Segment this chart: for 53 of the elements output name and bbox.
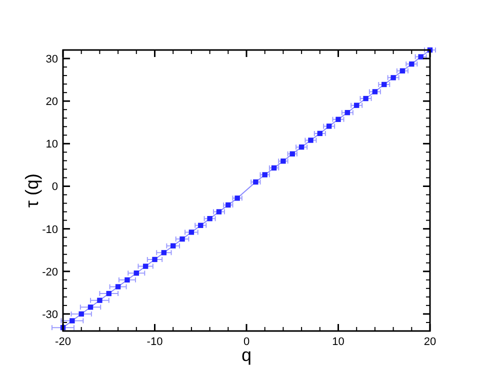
- point: [170, 243, 176, 248]
- point: [382, 82, 387, 88]
- y-tick-label: -20: [42, 266, 58, 278]
- point: [198, 222, 204, 228]
- point: [363, 96, 368, 102]
- y-axis-title: τ (q): [22, 173, 42, 208]
- point: [207, 216, 212, 222]
- y-tick-label: 0: [52, 181, 58, 194]
- x-tick-label: 20: [424, 336, 436, 348]
- point: [180, 236, 185, 242]
- point: [161, 250, 167, 256]
- point: [124, 277, 130, 283]
- y-tick-label: 30: [46, 54, 58, 66]
- point: [226, 202, 231, 208]
- point: [88, 304, 94, 310]
- point: [106, 290, 112, 296]
- x-tick-label: 0: [243, 336, 250, 348]
- point: [152, 256, 158, 262]
- point: [308, 138, 314, 143]
- y-tick-label: -10: [42, 224, 58, 236]
- x-axis-title: q: [241, 345, 252, 365]
- x-tick-label: 10: [332, 336, 344, 348]
- point: [400, 68, 406, 74]
- y-tick-label: 20: [46, 96, 58, 108]
- point: [344, 110, 350, 116]
- point: [78, 311, 84, 317]
- point: [390, 75, 396, 80]
- point: [298, 144, 304, 150]
- y-tick-label: 10: [46, 138, 58, 151]
- point: [70, 318, 75, 324]
- point: [290, 151, 295, 156]
- point: [188, 230, 194, 235]
- y-tick-label: -30: [42, 308, 58, 321]
- line-series: [60, 47, 433, 330]
- point: [326, 124, 332, 129]
- point: [134, 270, 139, 276]
- x-tick-label: -10: [146, 336, 163, 348]
- point: [317, 130, 322, 136]
- point: [271, 165, 277, 171]
- point: [280, 158, 286, 164]
- point: [418, 54, 424, 60]
- x-tick-label: -20: [55, 336, 71, 348]
- point: [409, 61, 414, 67]
- point: [216, 209, 222, 214]
- point: [97, 298, 102, 303]
- point: [354, 102, 360, 108]
- point: [234, 196, 240, 201]
- point: [142, 264, 148, 269]
- point: [115, 284, 121, 290]
- point: [336, 116, 341, 122]
- point: [253, 179, 258, 185]
- point: [372, 89, 378, 94]
- point: [262, 172, 268, 178]
